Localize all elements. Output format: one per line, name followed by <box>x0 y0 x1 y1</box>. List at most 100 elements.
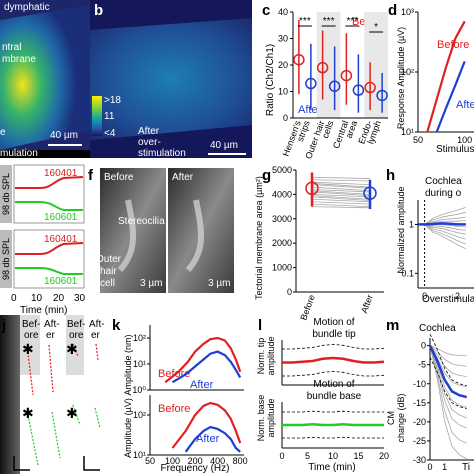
panel-g-ytick-label-5000: 5000 <box>272 165 292 175</box>
panel-h-xtick-label-0: 0 <box>422 291 427 301</box>
panel-k-sub1-ytick-label-1: 10² <box>133 410 146 420</box>
panel-g-pair-line-12 <box>311 198 371 203</box>
panel-label-h: h <box>386 167 395 184</box>
panel-m-trace-8 <box>429 345 467 460</box>
panel-g-ytick-label-4000: 4000 <box>272 189 292 199</box>
panel-e-id-bottom-2: 160601 <box>44 276 78 287</box>
panel-k-xtick-label-100: 100 <box>165 456 180 466</box>
panel-j-col4-line1: Aft- <box>89 319 105 330</box>
panel-h-cochlea-chart: h Normalized amplitude Cochlea during o … <box>386 167 474 305</box>
panel-j-trace-green-1 <box>27 414 39 466</box>
panel-g-pair-line-10 <box>311 195 371 200</box>
panel-m-xlabel: Ti <box>462 462 470 473</box>
panel-k-sub0-ytick-label-1: 10¹ <box>133 359 146 369</box>
panel-l-ylabel-bottom-2: amplitude <box>266 398 276 437</box>
panel-m-ytick-label-0: 0 <box>421 341 426 351</box>
panel-k-legend-after-bottom: After <box>196 433 220 445</box>
panel-e-traces: 98 db SPL 98 db SPL 160401 160601 160401… <box>0 164 86 316</box>
panel-j-trace-green-2 <box>51 411 61 459</box>
panel-h-title-2: during o <box>425 188 462 199</box>
panel-g-ytick-label-3000: 3000 <box>272 214 292 224</box>
panel-e-xtick-30: 30 <box>74 293 86 304</box>
panel-g-pair-line-6 <box>311 189 371 193</box>
panel-g-pair-line-8 <box>311 191 371 197</box>
panel-g-pair-line-4 <box>311 184 371 189</box>
panel-k-ylabel-top: Amplitude (nm) <box>123 334 133 395</box>
panel-l-sub1-upper-ci <box>282 410 384 413</box>
panel-k-sub0-ytick-label-2: 10² <box>133 333 146 343</box>
panel-d-ytick-label-1: 10² <box>401 67 414 77</box>
panel-c-significance-3: * <box>374 22 378 33</box>
panel-h-xtick-label-2: 2 <box>455 291 460 301</box>
panel-c-ytick-label-0: 0 <box>283 113 288 123</box>
panel-m-cm-chart: m Cochlea CM change (dB) Ti 0 -5 -10 -15 -20… <box>386 317 474 473</box>
panel-g-pair-line-11 <box>311 196 371 201</box>
panel-k-legend-before-bottom: Before <box>158 403 190 415</box>
panel-g-pair-line-15 <box>311 206 371 209</box>
panel-j-star-3: ✱ <box>22 405 34 421</box>
panel-l-bundle-chart: l Norm. tip amplitude Norm. base amplitu… <box>256 317 389 473</box>
panel-e-id-top-2: 160601 <box>44 212 78 223</box>
panel-m-ylabel-2: change (dB) <box>396 393 406 442</box>
panel-d-xtick-label-50: 50 <box>413 135 423 145</box>
panel-m-lower-ci <box>429 356 467 409</box>
panel-label-b: b <box>94 2 103 19</box>
panel-j-star-2: ✱ <box>66 341 78 357</box>
panel-l-xtick-label-0: 0 <box>279 451 284 461</box>
panel-h-ytick-label-0: 1 <box>409 219 414 229</box>
panel-c-point-before-3 <box>364 81 376 94</box>
panel-j-star-4: ✱ <box>66 405 78 421</box>
panel-g-ytick-label-1000: 1000 <box>272 263 292 273</box>
panel-c-significance-2: *** <box>347 16 359 27</box>
panel-j-trace-red-2 <box>48 344 54 393</box>
panel-e-xtick-0: 0 <box>11 293 17 304</box>
panel-g-pair-line-9 <box>311 194 371 198</box>
panel-c-shade-1 <box>316 12 341 118</box>
panel-m-trace-6 <box>429 345 467 429</box>
panel-g-pair-line-1 <box>311 179 371 182</box>
panel-m-ytick-label-5: -25 <box>413 436 426 446</box>
panel-f-ohc-label-2: hair <box>100 266 117 277</box>
panel-l-sub0-mean <box>282 356 385 364</box>
panel-c-point-before-0 <box>293 53 305 66</box>
panel-j-trace-red-4 <box>95 343 99 361</box>
panel-e-id-top-1: 160401 <box>44 168 78 179</box>
panel-l-title-bottom-2: bundle base <box>307 391 362 402</box>
panel-g-pair-line-7 <box>311 190 371 195</box>
panel-e-ylabel-top: 98 db SPL <box>1 173 11 215</box>
panel-h-ytick-label-1: 0.1 <box>401 268 414 278</box>
panel-m-ytick-label-6: -30 <box>413 455 426 465</box>
panel-l-ylabel-top-1: Norm. tip <box>256 338 266 375</box>
panel-l-xtick-label-5: 5 <box>305 451 310 461</box>
panel-l-xtick-label-10: 10 <box>328 451 338 461</box>
panel-g-mean-after <box>363 186 377 200</box>
panel-e-trace-160601-top <box>15 201 83 211</box>
panel-c-ytick-label-20: 20 <box>278 60 288 70</box>
panel-m-trace-2 <box>429 345 467 377</box>
panel-e-ylabel-bottom: 98 db SPL <box>1 238 11 280</box>
panel-label-k: k <box>112 317 121 334</box>
panel-g-category-label-1: After <box>359 293 375 314</box>
panel-c-ratio-chart: c Ratio (Ch2/Ch1) Before After 010203040… <box>262 2 388 160</box>
panel-g-pair-line-14 <box>311 203 371 207</box>
panel-j-trace-green-4 <box>94 407 101 429</box>
panel-k-frequency-chart: k Amplitude (nm) Amplitude (µV) Before A… <box>112 317 248 474</box>
panel-j-col3-line1: Bef- <box>67 319 85 330</box>
panel-j-col1-line1: Bef- <box>22 319 40 330</box>
panel-j-col2-line2: er <box>46 330 56 341</box>
panel-d-legend-after: After <box>456 99 474 111</box>
colorbar <box>92 96 102 136</box>
panel-k-sub1-series-before <box>171 401 242 449</box>
panel-k-sub0-series-after <box>171 350 242 384</box>
panel-k-sub0-ytick-label-0: 10⁰ <box>132 385 146 395</box>
panel-h-xlabel: Overstimulat <box>422 294 474 305</box>
panel-j-col1-line2: ore <box>24 330 39 341</box>
panel-l-xlabel: Time (min) <box>308 462 355 473</box>
panel-l-title-top-1: Motion of <box>313 317 354 328</box>
panel-e-xtick-10: 10 <box>31 293 43 304</box>
panel-k-xtick-label-200: 200 <box>188 456 203 466</box>
panel-l-sub1-mean <box>282 422 384 427</box>
panel-g-pair-line-0 <box>311 176 371 179</box>
